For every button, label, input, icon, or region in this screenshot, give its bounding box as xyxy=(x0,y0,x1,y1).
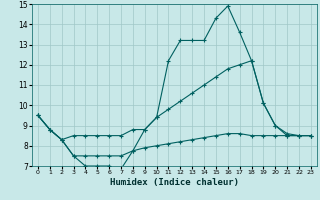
X-axis label: Humidex (Indice chaleur): Humidex (Indice chaleur) xyxy=(110,178,239,187)
